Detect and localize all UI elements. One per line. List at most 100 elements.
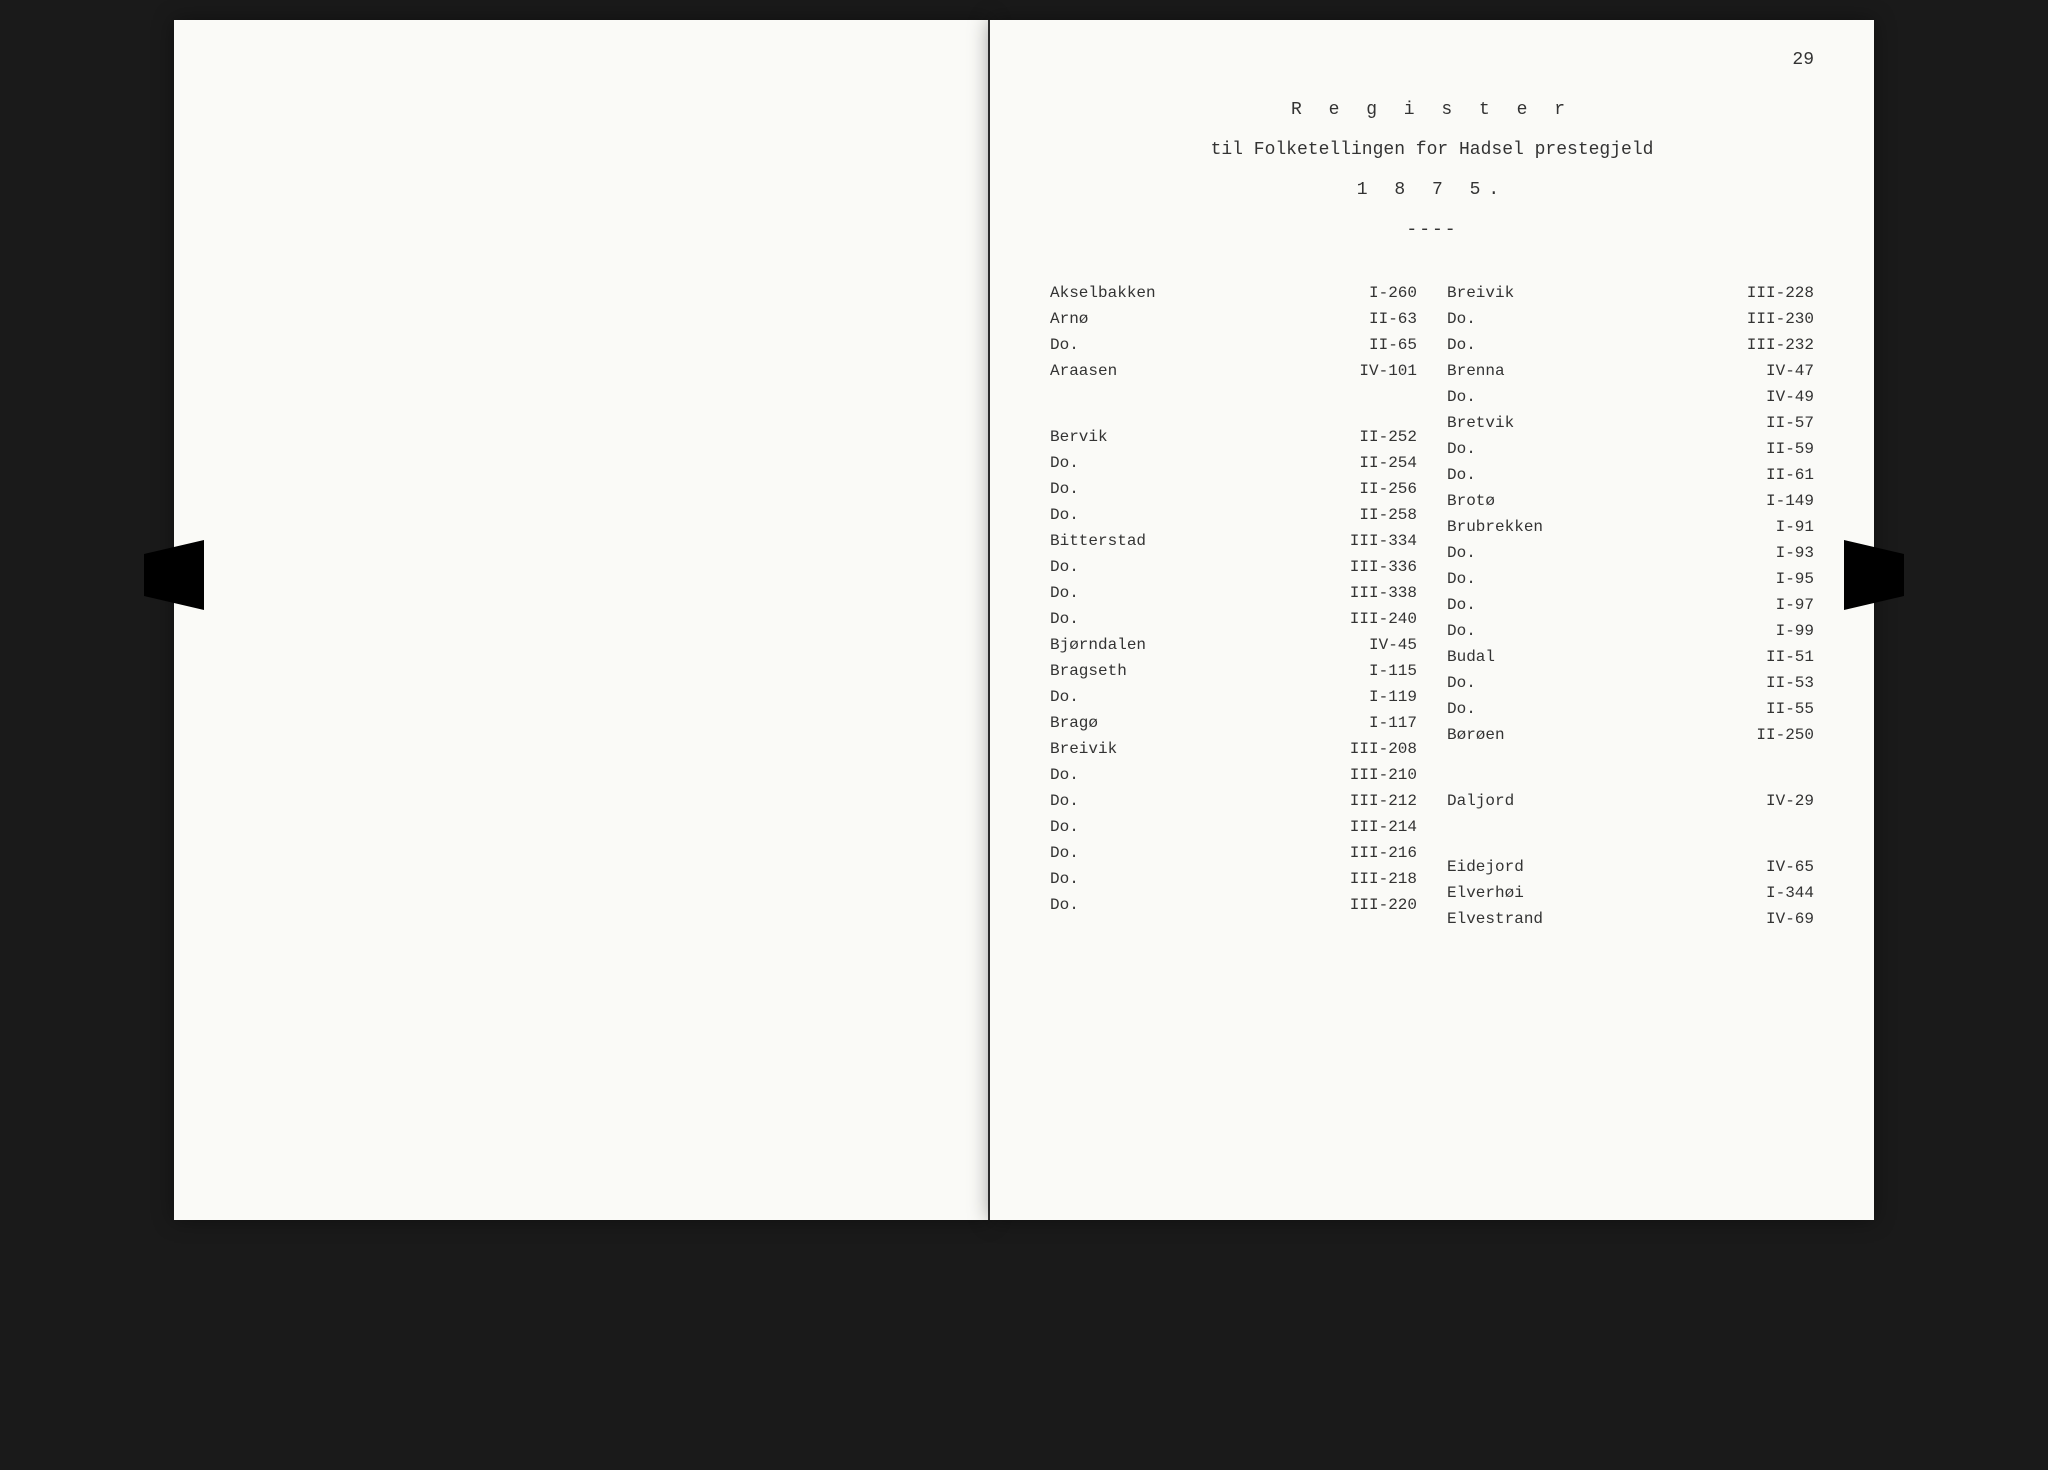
index-entry: Do.I-99 xyxy=(1447,618,1814,644)
entry-name: Daljord xyxy=(1447,792,1724,810)
entry-reference: I-115 xyxy=(1327,662,1417,680)
entry-reference: III-240 xyxy=(1327,610,1417,628)
index-entry: Do.II-59 xyxy=(1447,436,1814,462)
entry-reference: III-212 xyxy=(1327,792,1417,810)
entry-name: Do. xyxy=(1050,870,1327,888)
index-entry: BrennaIV-47 xyxy=(1447,358,1814,384)
entry-reference: II-256 xyxy=(1327,480,1417,498)
entry-reference: II-252 xyxy=(1327,428,1417,446)
left-page xyxy=(174,20,990,1220)
entry-name: Bervik xyxy=(1050,428,1327,446)
entry-name: Elvestrand xyxy=(1447,910,1724,928)
index-entry: Do.III-212 xyxy=(1050,788,1417,814)
entry-reference: II-53 xyxy=(1724,674,1814,692)
entry-reference: II-51 xyxy=(1724,648,1814,666)
index-entry: Do.II-256 xyxy=(1050,476,1417,502)
index-entry: Do.II-258 xyxy=(1050,502,1417,528)
index-entry: Do.III-220 xyxy=(1050,892,1417,918)
index-entry: BørøenII-250 xyxy=(1447,722,1814,748)
entry-reference: I-93 xyxy=(1724,544,1814,562)
entry-reference: IV-69 xyxy=(1724,910,1814,928)
entry-name: Børøen xyxy=(1447,726,1724,744)
entry-reference: IV-47 xyxy=(1724,362,1814,380)
entry-reference: II-63 xyxy=(1327,310,1417,328)
entry-reference: III-232 xyxy=(1724,336,1814,354)
entry-name: Araasen xyxy=(1050,362,1327,380)
entry-reference: II-250 xyxy=(1724,726,1814,744)
entry-name: Do. xyxy=(1447,310,1724,328)
entry-reference: II-59 xyxy=(1724,440,1814,458)
index-entry: BervikII-252 xyxy=(1050,424,1417,450)
entry-name: Elverhøi xyxy=(1447,884,1724,902)
entry-reference: I-149 xyxy=(1724,492,1814,510)
index-entry: BrotøI-149 xyxy=(1447,488,1814,514)
entry-name: Do. xyxy=(1050,336,1327,354)
entry-reference: I-91 xyxy=(1724,518,1814,536)
index-entry: ElverhøiI-344 xyxy=(1447,880,1814,906)
index-entry: BretvikII-57 xyxy=(1447,410,1814,436)
index-entry: Do.IV-49 xyxy=(1447,384,1814,410)
index-entry: BreivikIII-208 xyxy=(1050,736,1417,762)
index-entry: AkselbakkenI-260 xyxy=(1050,280,1417,306)
entry-reference: II-57 xyxy=(1724,414,1814,432)
entry-spacer xyxy=(1447,814,1814,834)
entry-reference: I-119 xyxy=(1327,688,1417,706)
index-entry: Do.III-214 xyxy=(1050,814,1417,840)
index-entry: Do.I-95 xyxy=(1447,566,1814,592)
entry-name: Breivik xyxy=(1050,740,1327,758)
index-entry: BreivikIII-228 xyxy=(1447,280,1814,306)
index-entry: Do.III-218 xyxy=(1050,866,1417,892)
entry-reference: III-338 xyxy=(1327,584,1417,602)
entry-name: Bjørndalen xyxy=(1050,636,1327,654)
index-entry: AraasenIV-101 xyxy=(1050,358,1417,384)
entry-reference: I-99 xyxy=(1724,622,1814,640)
entry-name: Do. xyxy=(1050,818,1327,836)
entry-reference: III-218 xyxy=(1327,870,1417,888)
index-entry: Do.II-55 xyxy=(1447,696,1814,722)
entry-name: Do. xyxy=(1050,792,1327,810)
entry-spacer xyxy=(1447,748,1814,768)
entry-name: Eidejord xyxy=(1447,858,1724,876)
entry-reference: II-55 xyxy=(1724,700,1814,718)
entry-name: Bragø xyxy=(1050,714,1327,732)
entry-name: Do. xyxy=(1050,766,1327,784)
entry-name: Do. xyxy=(1050,844,1327,862)
entry-name: Akselbakken xyxy=(1050,284,1327,302)
index-entry: Do.II-61 xyxy=(1447,462,1814,488)
entry-name: Do. xyxy=(1447,700,1724,718)
index-entry: BrubrekkenI-91 xyxy=(1447,514,1814,540)
index-entry: ElvestrandIV-69 xyxy=(1447,906,1814,932)
entry-name: Breivik xyxy=(1447,284,1724,302)
entry-name: Budal xyxy=(1447,648,1724,666)
entry-name: Bragseth xyxy=(1050,662,1327,680)
index-entry: Do.III-216 xyxy=(1050,840,1417,866)
page-number: 29 xyxy=(1792,50,1814,70)
index-entry: Do.I-119 xyxy=(1050,684,1417,710)
entry-reference: I-344 xyxy=(1724,884,1814,902)
index-entry: EidejordIV-65 xyxy=(1447,854,1814,880)
right-page: 29 R e g i s t e r til Folketellingen fo… xyxy=(990,20,1874,1220)
binding-clip-left xyxy=(144,540,204,610)
index-entry: BudalII-51 xyxy=(1447,644,1814,670)
entry-reference: III-216 xyxy=(1327,844,1417,862)
entry-name: Do. xyxy=(1447,570,1724,588)
entry-reference: III-214 xyxy=(1327,818,1417,836)
entry-spacer xyxy=(1050,384,1417,404)
entry-name: Do. xyxy=(1447,466,1724,484)
entry-name: Brubrekken xyxy=(1447,518,1724,536)
entry-name: Do. xyxy=(1050,506,1327,524)
entry-reference: III-220 xyxy=(1327,896,1417,914)
entry-reference: IV-29 xyxy=(1724,792,1814,810)
entry-spacer xyxy=(1447,834,1814,854)
index-entry: Do.III-240 xyxy=(1050,606,1417,632)
entry-spacer xyxy=(1050,404,1417,424)
entry-reference: III-210 xyxy=(1327,766,1417,784)
right-column: BreivikIII-228Do.III-230Do.III-232Brenna… xyxy=(1447,280,1814,932)
book-spread: 29 R e g i s t e r til Folketellingen fo… xyxy=(174,20,1874,1220)
entry-name: Do. xyxy=(1050,896,1327,914)
entry-name: Bitterstad xyxy=(1050,532,1327,550)
index-columns: AkselbakkenI-260ArnøII-63Do.II-65Araasen… xyxy=(1050,280,1814,932)
entry-name: Do. xyxy=(1050,480,1327,498)
binding-clip-right xyxy=(1844,540,1904,610)
index-entry: BjørndalenIV-45 xyxy=(1050,632,1417,658)
